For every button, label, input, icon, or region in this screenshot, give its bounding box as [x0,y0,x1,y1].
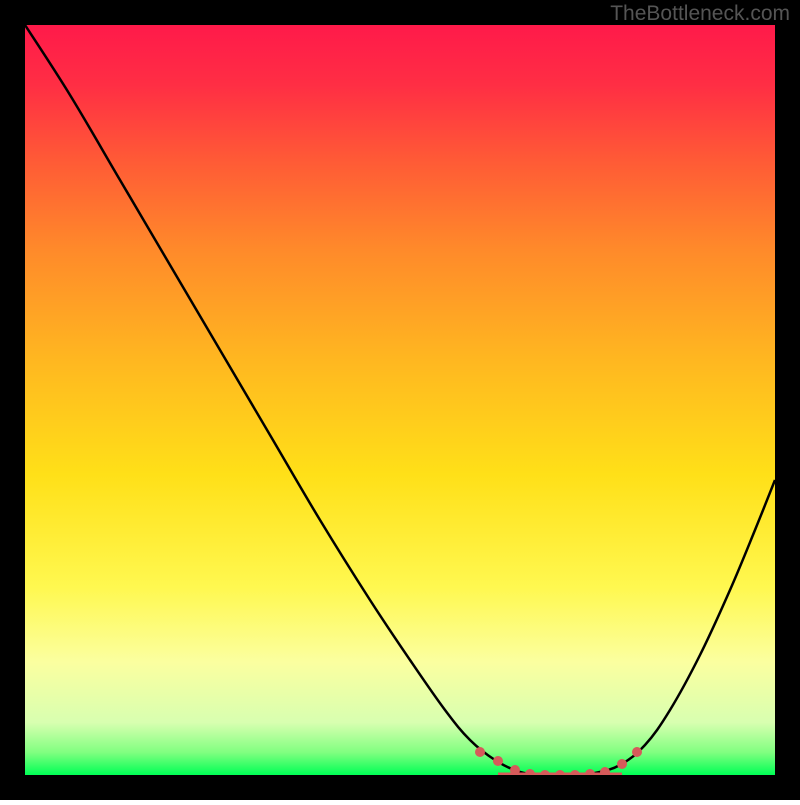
chart-svg [0,0,800,800]
chart-container: TheBottleneck.com [0,0,800,800]
watermark-text: TheBottleneck.com [610,2,790,26]
marker-point [632,747,642,757]
plot-background [25,25,775,775]
marker-point [493,756,503,766]
marker-point [510,765,520,775]
marker-point [617,759,627,769]
marker-point [475,747,485,757]
